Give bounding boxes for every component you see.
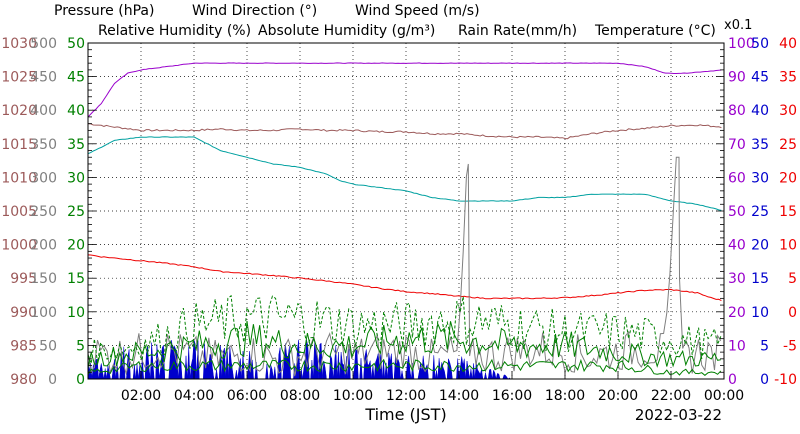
tick-label-temperature: 0 bbox=[788, 305, 797, 321]
tick-label-rain-rate: 45 bbox=[751, 70, 769, 86]
x-tick-label: 10:00 bbox=[333, 388, 373, 404]
tick-label-pressure: 985 bbox=[10, 338, 37, 354]
series-absolute-humidity-g-m bbox=[87, 136, 722, 211]
series-wind-speed-m-s bbox=[87, 358, 722, 376]
tick-label-temperature: 25 bbox=[779, 137, 797, 153]
tick-label-relative-humidity: 100 bbox=[728, 36, 755, 52]
tick-label-temperature: 5 bbox=[788, 271, 797, 287]
tick-label-wind-direction: 250 bbox=[30, 204, 57, 220]
tick-label-relative-humidity: 90 bbox=[728, 70, 746, 86]
tick-label-rain-rate: 50 bbox=[751, 36, 769, 52]
tick-label-pressure: 1030 bbox=[1, 36, 37, 52]
tick-label-wind-direction: 0 bbox=[48, 372, 57, 388]
axes: 9809859909951000100510101015102010251030… bbox=[1, 36, 797, 404]
tick-label-wind-speed: 30 bbox=[67, 170, 85, 186]
tick-label-temperature: -10 bbox=[774, 372, 797, 388]
legend-absolute-humidity: Absolute Humidity (g/m³) bbox=[258, 23, 435, 39]
tick-label-temperature: -5 bbox=[783, 338, 797, 354]
x-tick-label: 20:00 bbox=[598, 388, 638, 404]
x-tick-label: 22:00 bbox=[651, 388, 691, 404]
legend-temperature: Temperature (°C) bbox=[594, 23, 716, 39]
tick-label-rain-rate: 30 bbox=[751, 170, 769, 186]
tick-label-rain-rate: 20 bbox=[751, 238, 769, 254]
tick-label-pressure: 1025 bbox=[1, 70, 37, 86]
tick-label-pressure: 1005 bbox=[1, 204, 37, 220]
tick-label-rain-rate: 35 bbox=[751, 137, 769, 153]
tick-label-rain-rate: 5 bbox=[760, 338, 769, 354]
series-pressure-hpa bbox=[87, 123, 722, 140]
legend-wind-direction: Wind Direction (°) bbox=[192, 3, 317, 19]
x-tick-label: 18:00 bbox=[545, 388, 585, 404]
tick-label-temperature: 30 bbox=[779, 103, 797, 119]
series-wind-direction bbox=[87, 156, 722, 377]
tick-label-wind-speed: 0 bbox=[76, 372, 85, 388]
x-tick-label: 14:00 bbox=[439, 388, 479, 404]
tick-label-pressure: 995 bbox=[10, 271, 37, 287]
legend-pressure: Pressure (hPa) bbox=[54, 3, 154, 19]
tick-label-temperature: 15 bbox=[779, 204, 797, 220]
tick-label-relative-humidity: 20 bbox=[728, 305, 746, 321]
tick-label-wind-direction: 100 bbox=[30, 305, 57, 321]
x-tick-label: 16:00 bbox=[492, 388, 532, 404]
x-tick-label: 04:00 bbox=[174, 388, 214, 404]
legend-relative-humidity: Relative Humidity (%) bbox=[98, 23, 251, 39]
tick-label-temperature: 10 bbox=[779, 238, 797, 254]
tick-label-pressure: 990 bbox=[10, 305, 37, 321]
x-axis-title: Time (JST) bbox=[364, 405, 446, 424]
series-wind-speed-m-s bbox=[87, 294, 722, 364]
tick-label-wind-speed: 40 bbox=[67, 103, 85, 119]
tick-label-wind-speed: 5 bbox=[76, 338, 85, 354]
legend: Pressure (hPa) Wind Direction (°) Wind S… bbox=[54, 3, 752, 39]
tick-label-wind-speed: 25 bbox=[67, 204, 85, 220]
tick-label-relative-humidity: 10 bbox=[728, 338, 746, 354]
tick-label-wind-direction: 300 bbox=[30, 170, 57, 186]
tick-label-pressure: 1015 bbox=[1, 137, 37, 153]
x-tick-label: 02:00 bbox=[121, 388, 161, 404]
tick-label-pressure: 1000 bbox=[1, 238, 37, 254]
tick-label-relative-humidity: 40 bbox=[728, 238, 746, 254]
tick-label-wind-speed: 15 bbox=[67, 271, 85, 287]
tick-label-wind-direction: 500 bbox=[30, 36, 57, 52]
x-tick-label: 06:00 bbox=[227, 388, 267, 404]
tick-label-relative-humidity: 0 bbox=[728, 372, 737, 388]
tick-label-relative-humidity: 30 bbox=[728, 271, 746, 287]
tick-label-wind-speed: 45 bbox=[67, 70, 85, 86]
tick-label-rain-rate: 25 bbox=[751, 204, 769, 220]
tick-label-wind-speed: 20 bbox=[67, 238, 85, 254]
tick-label-wind-direction: 50 bbox=[39, 338, 57, 354]
tick-label-wind-speed: 35 bbox=[67, 137, 85, 153]
tick-label-temperature: 35 bbox=[779, 70, 797, 86]
tick-label-wind-direction: 400 bbox=[30, 103, 57, 119]
tick-label-wind-direction: 350 bbox=[30, 137, 57, 153]
date-label: 2022-03-22 bbox=[635, 406, 722, 424]
series-lines bbox=[87, 62, 722, 377]
legend-rain-rate: Rain Rate(mm/h) bbox=[458, 23, 577, 39]
series-relative-humidity bbox=[87, 62, 722, 118]
tick-label-wind-direction: 450 bbox=[30, 70, 57, 86]
tick-label-pressure: 1010 bbox=[1, 170, 37, 186]
tick-label-wind-direction: 200 bbox=[30, 238, 57, 254]
tick-label-rain-rate: 10 bbox=[751, 305, 769, 321]
tick-label-pressure: 1020 bbox=[1, 103, 37, 119]
rain-multiplier-label: x0.1 bbox=[724, 18, 752, 33]
tick-label-rain-rate: 0 bbox=[760, 372, 769, 388]
tick-label-relative-humidity: 70 bbox=[728, 137, 746, 153]
tick-label-relative-humidity: 50 bbox=[728, 204, 746, 220]
tick-label-temperature: 20 bbox=[779, 170, 797, 186]
tick-label-wind-speed: 10 bbox=[67, 305, 85, 321]
tick-label-rain-rate: 40 bbox=[751, 103, 769, 119]
x-tick-label: 00:00 bbox=[704, 388, 744, 404]
tick-label-temperature: 40 bbox=[779, 36, 797, 52]
legend-wind-speed: Wind Speed (m/s) bbox=[355, 3, 480, 19]
tick-label-rain-rate: 15 bbox=[751, 271, 769, 287]
tick-label-pressure: 980 bbox=[10, 372, 37, 388]
x-tick-label: 08:00 bbox=[280, 388, 320, 404]
tick-label-relative-humidity: 60 bbox=[728, 170, 746, 186]
tick-label-wind-direction: 150 bbox=[30, 271, 57, 287]
tick-label-wind-speed: 50 bbox=[67, 36, 85, 52]
x-tick-label: 12:00 bbox=[386, 388, 426, 404]
tick-label-relative-humidity: 80 bbox=[728, 103, 746, 119]
series-temperature-c bbox=[87, 254, 722, 302]
